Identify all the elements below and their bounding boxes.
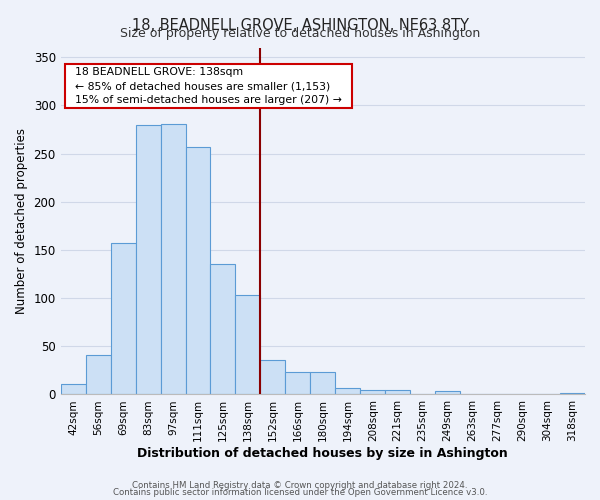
Text: Size of property relative to detached houses in Ashington: Size of property relative to detached ho…	[120, 28, 480, 40]
Bar	[136, 124, 161, 394]
Bar	[560, 392, 585, 394]
Y-axis label: Number of detached properties: Number of detached properties	[15, 128, 28, 314]
Text: 18, BEADNELL GROVE, ASHINGTON, NE63 8TY: 18, BEADNELL GROVE, ASHINGTON, NE63 8TY	[131, 18, 469, 32]
Bar	[185, 147, 211, 394]
Bar	[286, 372, 310, 394]
Text: Contains HM Land Registry data © Crown copyright and database right 2024.: Contains HM Land Registry data © Crown c…	[132, 480, 468, 490]
Bar	[335, 388, 360, 394]
Bar	[310, 372, 335, 394]
Bar	[86, 355, 110, 395]
Bar	[385, 390, 410, 394]
Bar	[61, 384, 86, 394]
Bar	[360, 390, 385, 394]
Text: Contains public sector information licensed under the Open Government Licence v3: Contains public sector information licen…	[113, 488, 487, 497]
Bar	[260, 360, 286, 394]
Bar	[110, 243, 136, 394]
Text: 18 BEADNELL GROVE: 138sqm  
  ← 85% of detached houses are smaller (1,153)  
  1: 18 BEADNELL GROVE: 138sqm ← 85% of detac…	[68, 67, 349, 105]
Bar	[235, 295, 260, 394]
Bar	[435, 390, 460, 394]
X-axis label: Distribution of detached houses by size in Ashington: Distribution of detached houses by size …	[137, 447, 508, 460]
Bar	[211, 264, 235, 394]
Bar	[161, 124, 185, 394]
